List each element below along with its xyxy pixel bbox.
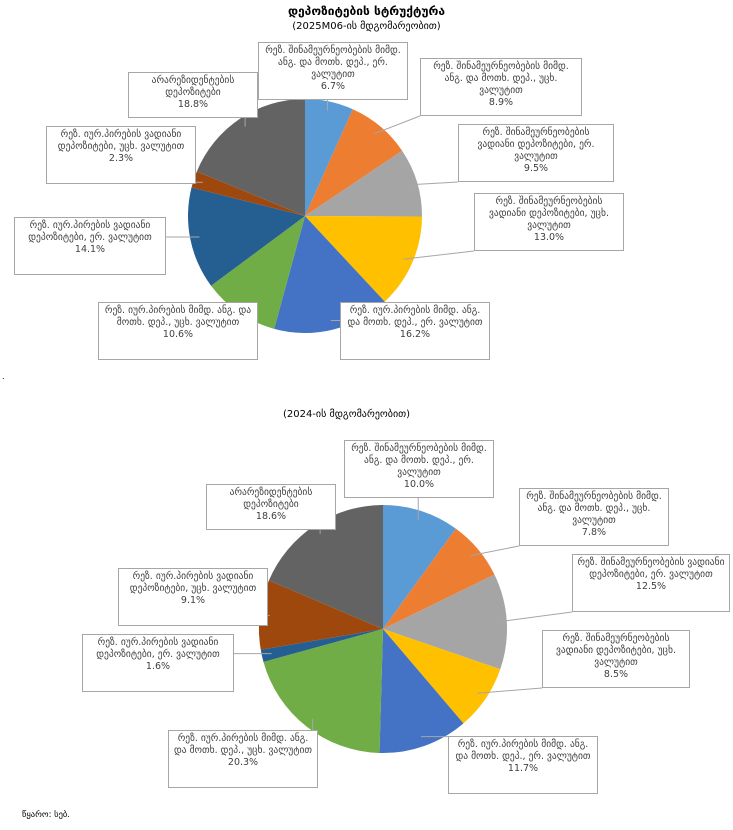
chart2-label-1-name: რეზ. შინამეურნეობების მიმდ. ანგ. და მოთხ… [351, 443, 487, 478]
chart1-slice-4 [305, 216, 422, 302]
chart1-label-1-name: რეზ. შინამეურნეობების მიმდ. ანგ. და მოთხ… [265, 45, 401, 80]
chart2-slice-6 [263, 629, 383, 753]
chart2-slice-3 [383, 574, 507, 670]
chart2-label-4-value: 8.5% [603, 669, 629, 680]
chart2-label-8-value: 9.1% [180, 595, 206, 606]
chart1-label-8-value: 2.3% [108, 153, 134, 164]
chart1-label-3: რეზ. შინამეურნეობების ვადიანი დეპოზიტები… [458, 124, 614, 182]
chart1-label-3-value: 9.5% [523, 163, 549, 174]
chart2-slice-1 [383, 505, 456, 629]
chart2-label-9-value: 18.6% [255, 511, 287, 522]
chart1-subtitle: (2025M06-ის მდგომარეობით) [292, 21, 441, 32]
chart2-label-2-name: რეზ. შინამეურნეობების მიმდ. ანგ. და მოთხ… [526, 491, 662, 526]
chart1-label-9-value: 18.8% [177, 99, 209, 110]
chart2-label-9-name: არარეზიდენტების დეპოზიტები [229, 487, 313, 510]
chart1-label-2: რეზ. შინამეურნეობების მიმდ. ანგ. და მოთხ… [420, 58, 582, 116]
chart2-leader-4 [477, 687, 543, 694]
chart1-label-4-name: რეზ. შინამეურნეობების ვადიანი დეპოზიტები… [489, 196, 609, 231]
chart1-slice-9 [196, 99, 305, 216]
chart2-label-1-value: 10.0% [403, 479, 435, 490]
chart2-label-9: არარეზიდენტების დეპოზიტები 18.6% [206, 484, 336, 530]
chart1-label-9: არარეზიდენტების დეპოზიტები 18.8% [128, 72, 258, 118]
chart1-label-3-name: რეზ. შინამეურნეობების ვადიანი დეპოზიტები… [477, 127, 595, 162]
chart1-slice-1 [305, 99, 353, 216]
chart1-slice-8 [191, 171, 305, 216]
chart1-label-6: რეზ. იურ.პირების მიმდ. ანგ. და მოთხ. დეპ… [98, 302, 258, 360]
chart1-label-4: რეზ. შინამეურნეობების ვადიანი დეპოზიტები… [474, 193, 624, 251]
chart1-label-8-name: რეზ. იურ.პირების ვადიანი დეპოზიტები, უცხ… [57, 129, 185, 152]
chart2-label-7-value: 1.6% [145, 661, 171, 672]
chart1-label-5-name: რეზ. იურ.პირების მიმდ. ანგ. და მოთხ. დეპ… [347, 305, 483, 328]
chart2-leader-2 [470, 545, 520, 557]
stray-mark: . [2, 372, 5, 381]
chart2-label-8-name: რეზ. იურ.პირების ვადიანი დეპოზიტები, უცხ… [129, 571, 257, 594]
chart1-label-7: რეზ. იურ.პირების ვადიანი დეპოზიტები, ერ.… [14, 217, 166, 275]
source-note: წყარო: სებ. [22, 810, 70, 820]
chart2-label-5-value: 11.7% [507, 763, 539, 774]
chart2-label-6: რეზ. იურ.პირების მიმდ. ანგ. და მოთხ. დეპ… [168, 730, 318, 788]
chart2-label-2-value: 7.8% [581, 527, 607, 538]
chart1-label-2-name: რეზ. შინამეურნეობების მიმდ. ანგ. და მოთხ… [433, 61, 569, 96]
chart2-label-7-name: რეზ. იურ.პირების ვადიანი დეპოზიტები, ერ.… [96, 637, 220, 660]
chart2-label-5-name: რეზ. იურ.პირების მიმდ. ანგ. და მოთხ. დეპ… [455, 739, 591, 762]
chart1-label-6-value: 10.6% [162, 329, 194, 340]
chart2-label-3-name: რეზ. შინამეურნეობების ვადიანი დეპოზიტები… [577, 557, 725, 580]
chart1-slice-7 [188, 187, 305, 286]
chart2-label-4: რეზ. შინამეურნეობების ვადიანი დეპოზიტები… [542, 630, 690, 688]
chart1-label-6-name: რეზ. იურ.პირების მიმდ. ანგ. და მოთხ. დეპ… [104, 305, 252, 328]
chart2-label-1: რეზ. შინამეურნეობების მიმდ. ანგ. და მოთხ… [344, 440, 494, 498]
chart2-leader-3 [496, 611, 573, 623]
chart2-slice-4 [383, 629, 501, 724]
chart-title: დეპოზიტების სტრუქტურა [288, 4, 445, 18]
chart2-label-6-value: 20.3% [227, 757, 259, 768]
chart1-label-2-value: 8.9% [488, 97, 514, 108]
chart2-slice-2 [383, 528, 495, 629]
chart2-label-5: რეზ. იურ.პირების მიმდ. ანგ. და მოთხ. დეპ… [448, 736, 598, 794]
chart2-slice-9 [268, 505, 383, 629]
chart1-label-5: რეზ. იურ.პირების მიმდ. ანგ. და მოთხ. დეპ… [340, 302, 490, 360]
chart2-label-3-value: 12.5% [635, 581, 667, 592]
chart2-subtitle: (2024-ის მდგომარეობით) [282, 409, 411, 420]
chart1-leader-3 [408, 181, 459, 186]
chart2-label-6-name: რეზ. იურ.პირების მიმდ. ანგ. და მოთხ. დეპ… [173, 733, 313, 756]
chart2-slice-7 [260, 629, 383, 662]
chart1-slice-6 [211, 216, 305, 329]
chart2-label-4-name: რეზ. შინამეურნეობების ვადიანი დეპოზიტები… [556, 633, 676, 668]
chart1-leader-4 [403, 250, 475, 260]
chart2-slice-5 [379, 629, 464, 753]
chart2-label-8: რეზ. იურ.პირების ვადიანი დეპოზიტები, უცხ… [118, 568, 268, 626]
chart1-slice-2 [305, 109, 403, 216]
chart1-label-7-name: რეზ. იურ.პირების ვადიანი დეპოზიტები, ერ.… [28, 220, 152, 243]
chart1-leader-2 [374, 115, 421, 135]
chart1-slice-3 [305, 150, 422, 217]
chart1-label-1-value: 6.7% [320, 81, 346, 92]
chart2-slice-8 [259, 580, 383, 650]
chart1-label-8: რეზ. იურ.პირების ვადიანი დეპოზიტები, უცხ… [46, 126, 196, 184]
chart1-label-1: რეზ. შინამეურნეობების მიმდ. ანგ. და მოთხ… [258, 42, 408, 100]
chart1-label-4-value: 13.0% [533, 232, 565, 243]
chart1-label-7-value: 14.1% [74, 244, 106, 255]
chart1-label-5-value: 16.2% [399, 329, 431, 340]
chart2-label-2: რეზ. შინამეურნეობების მიმდ. ანგ. და მოთხ… [519, 488, 669, 546]
chart2-label-7: რეზ. იურ.პირების ვადიანი დეპოზიტები, ერ.… [82, 634, 234, 692]
chart1-label-9-name: არარეზიდენტების დეპოზიტები [151, 75, 235, 98]
chart2-label-3: რეზ. შინამეურნეობების ვადიანი დეპოზიტები… [572, 554, 730, 612]
